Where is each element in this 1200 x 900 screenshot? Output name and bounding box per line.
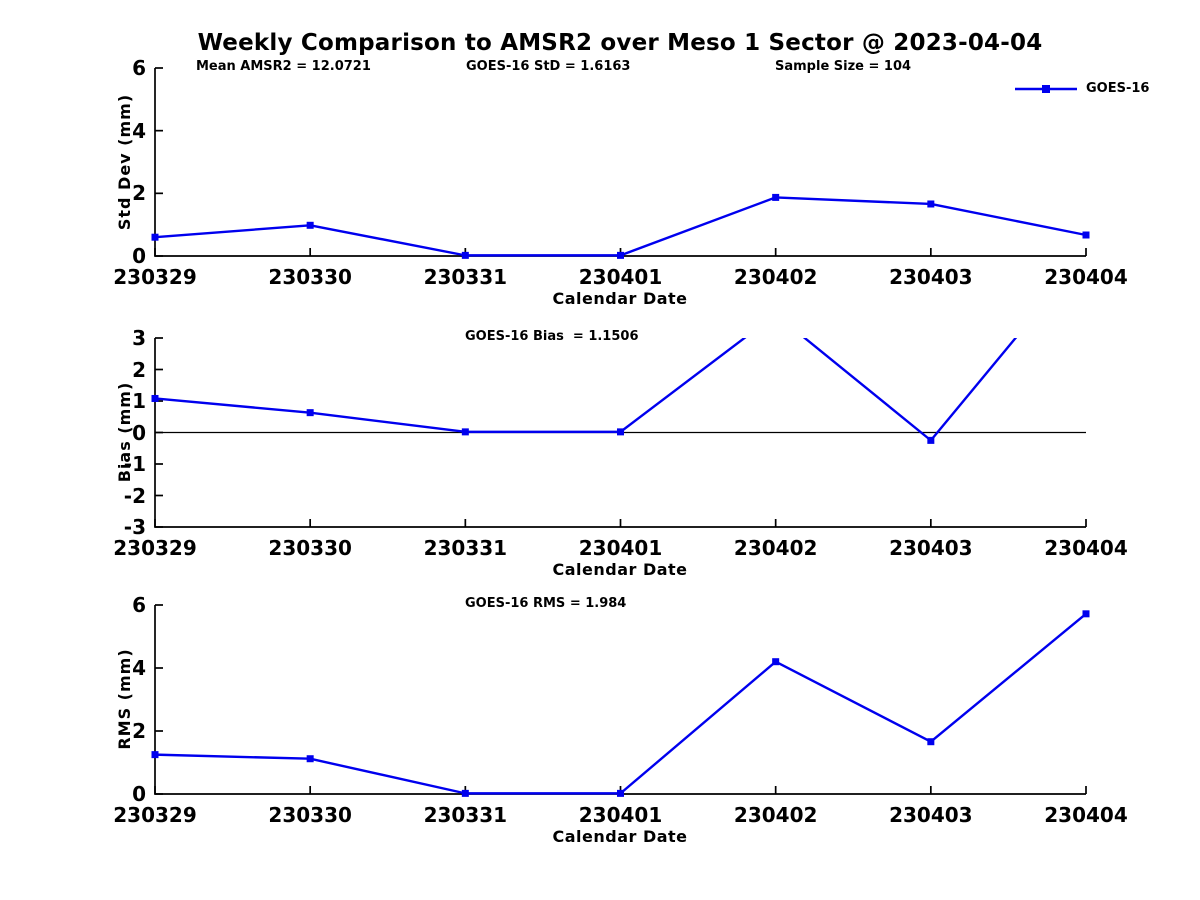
stddev-plot: [151, 67, 1090, 259]
x-tick-label: 230330: [268, 265, 352, 289]
bias-plot-title: GOES-16 Bias = 1.1506: [465, 329, 639, 344]
y-tick-label: 2: [132, 357, 146, 382]
x-tick-label: 230404: [1044, 803, 1128, 827]
y-tick-label: 0: [132, 782, 146, 806]
chart-title: Weekly Comparison to AMSR2 over Meso 1 S…: [197, 30, 1043, 56]
x-tick-label: 230329: [113, 803, 197, 827]
x-tick-label: 230401: [578, 803, 663, 827]
y-tick-label: 0: [132, 244, 146, 268]
y-tick-label: 6: [132, 593, 146, 617]
stddev-x-axis-label: Calendar Date: [552, 289, 688, 308]
x-tick-label: 230329: [113, 536, 197, 560]
stat-sample-size: Sample Size = 104: [775, 59, 912, 74]
y-tick-label: -3: [123, 515, 146, 539]
x-tick-label: 230330: [268, 803, 352, 827]
rms-plot-title: GOES-16 RMS = 1.984: [465, 596, 627, 611]
y-tick-label: 2: [132, 719, 146, 743]
x-tick-label: 230331: [423, 265, 508, 289]
x-tick-label: 230404: [1044, 536, 1128, 560]
x-tick-label: 230401: [578, 265, 663, 289]
legend-label: GOES-16: [1086, 81, 1150, 96]
bias-x-axis-label: Calendar Date: [552, 560, 688, 579]
legend-line-marker-icon: [1015, 85, 1077, 93]
y-tick-label: 2: [132, 181, 146, 206]
y-tick-label: 4: [132, 118, 146, 143]
bias-plot: [151, 337, 1087, 528]
y-tick-label: -2: [123, 483, 146, 508]
y-tick-label: 4: [132, 656, 146, 680]
x-tick-label: 230402: [733, 265, 818, 289]
y-tick-label: 6: [132, 56, 146, 80]
x-tick-label: 230331: [423, 803, 508, 827]
x-tick-label: 230404: [1044, 265, 1128, 289]
x-tick-label: 230402: [733, 803, 818, 827]
x-tick-label: 230329: [113, 265, 197, 289]
y-tick-label: 3: [132, 326, 146, 350]
x-tick-label: 230402: [733, 536, 818, 560]
y-tick-label: 1: [132, 389, 146, 413]
x-tick-label: 230403: [889, 536, 973, 560]
x-tick-label: 230403: [889, 803, 973, 827]
y-tick-label: 0: [132, 420, 146, 445]
x-tick-label: 230401: [578, 536, 663, 560]
rms-x-axis-label: Calendar Date: [552, 827, 688, 846]
stat-mean-amsr2: Mean AMSR2 = 12.0721: [196, 59, 371, 74]
x-tick-label: 230331: [423, 536, 508, 560]
x-tick-label: 230330: [268, 536, 352, 560]
stat-goes16-std: GOES-16 StD = 1.6163: [466, 59, 631, 74]
rms-plot: [151, 604, 1090, 797]
y-tick-label: -1: [123, 452, 146, 476]
x-tick-label: 230403: [889, 265, 973, 289]
